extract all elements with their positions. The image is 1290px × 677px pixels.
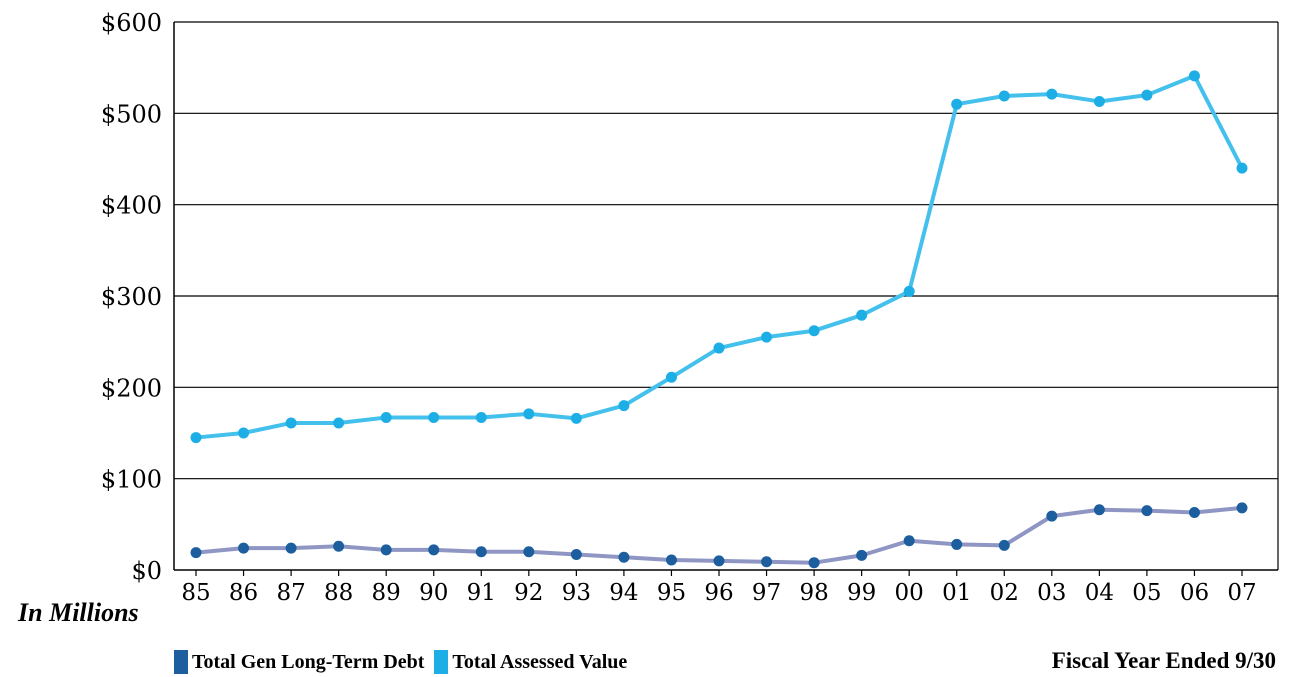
x-tick-label: 02 (990, 580, 1019, 606)
data-point (190, 547, 202, 559)
data-point (951, 98, 963, 110)
x-tick-label: 98 (799, 580, 828, 606)
data-point (1093, 504, 1105, 516)
data-point (1236, 162, 1248, 174)
y-tick-label: $500 (101, 100, 162, 128)
data-point (570, 412, 582, 424)
y-tick-label: $300 (101, 283, 162, 311)
y-tick-label: $200 (101, 374, 162, 402)
data-point (475, 546, 487, 558)
x-tick-label: 01 (942, 580, 971, 606)
y-tick-label: $100 (101, 466, 162, 494)
x-tick-label: 05 (1132, 580, 1161, 606)
x-tick-label: 91 (467, 580, 496, 606)
data-point (380, 411, 392, 423)
data-point (238, 427, 250, 439)
legend: Total Gen Long-Term Debt Total Assessed … (174, 650, 637, 674)
data-point (1141, 505, 1153, 517)
data-point (713, 342, 725, 354)
x-tick-label: 86 (229, 580, 258, 606)
data-point (333, 540, 345, 552)
x-tick-label: 94 (609, 580, 638, 606)
data-point (1141, 89, 1153, 101)
x-tick-label: 03 (1037, 580, 1066, 606)
x-tick-label: 06 (1180, 580, 1209, 606)
data-point (808, 557, 820, 569)
x-tick-label: 89 (372, 580, 401, 606)
data-point (1093, 95, 1105, 107)
y-tick-label: $600 (101, 9, 162, 37)
x-axis-title: Fiscal Year Ended 9/30 (1051, 648, 1276, 673)
y-tick-label: $400 (101, 192, 162, 220)
legend-label-assessed: Total Assessed Value (452, 650, 628, 673)
x-tick-label: 97 (752, 580, 781, 606)
x-tick-label: 99 (847, 580, 876, 606)
series-line-1 (195, 73, 1244, 440)
unit-label: In Millions (18, 598, 139, 627)
data-point (428, 411, 440, 423)
x-tick-label: 04 (1085, 580, 1114, 606)
data-point (998, 539, 1010, 551)
data-point (1046, 88, 1058, 100)
x-tick-label: 85 (181, 580, 210, 606)
data-point (903, 285, 915, 297)
data-point (665, 554, 677, 566)
data-point (333, 417, 345, 429)
x-tick-label: 95 (657, 580, 686, 606)
data-point (903, 535, 915, 547)
data-point (475, 411, 487, 423)
x-tick-label: 96 (704, 580, 733, 606)
legend-item-debt: Total Gen Long-Term Debt (174, 650, 424, 674)
x-tick-label: 00 (895, 580, 924, 606)
data-point (285, 542, 297, 554)
x-tick-label: 92 (514, 580, 543, 606)
data-point (761, 556, 773, 568)
data-point (523, 546, 535, 558)
data-point (1046, 510, 1058, 522)
data-point (428, 544, 440, 556)
data-point (618, 400, 630, 412)
data-point (1236, 502, 1248, 514)
x-tick-label: 87 (276, 580, 305, 606)
y-tick-label: $0 (131, 557, 162, 585)
data-point (1188, 506, 1200, 518)
data-point (856, 309, 868, 321)
data-point (285, 417, 297, 429)
legend-item-assessed: Total Assessed Value (434, 650, 627, 674)
x-tick-label: 07 (1227, 580, 1256, 606)
data-point (618, 551, 630, 563)
x-tick-label: 93 (562, 580, 591, 606)
data-point (998, 90, 1010, 102)
data-point (1188, 70, 1200, 82)
legend-swatch-debt (174, 650, 188, 674)
data-point (190, 432, 202, 444)
x-tick-label: 90 (419, 580, 448, 606)
data-point (713, 555, 725, 567)
data-point (951, 538, 963, 550)
data-point (523, 408, 535, 420)
x-tick-label: 88 (324, 580, 353, 606)
data-point (665, 371, 677, 383)
data-point (570, 548, 582, 560)
legend-swatch-assessed (434, 650, 449, 674)
series-line-0 (195, 505, 1243, 565)
data-point (380, 544, 392, 556)
data-point (761, 331, 773, 343)
data-point (856, 549, 868, 561)
data-point (238, 542, 250, 554)
data-point (808, 325, 820, 337)
legend-label-debt: Total Gen Long-Term Debt (192, 650, 425, 673)
